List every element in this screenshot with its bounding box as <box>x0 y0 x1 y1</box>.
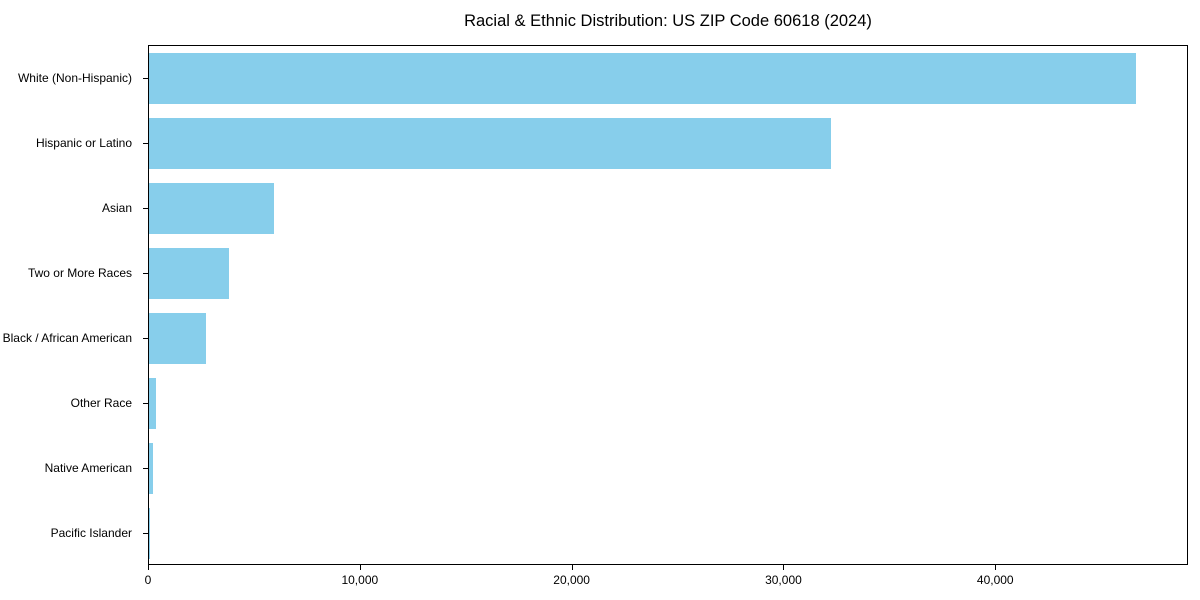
y-tick-label: Other Race <box>70 395 132 410</box>
bar <box>149 508 150 559</box>
x-tick-label: 0 <box>144 573 152 587</box>
y-tick-mark <box>143 207 148 209</box>
y-tick-mark <box>143 77 148 79</box>
y-tick-label: Two or More Races <box>27 265 132 280</box>
y-tick-label: Black / African American <box>2 330 132 345</box>
y-tick-mark <box>143 142 148 144</box>
y-tick-label: Asian <box>101 200 132 215</box>
bar <box>149 378 157 429</box>
x-tick-label: 20,000 <box>553 573 590 587</box>
plot-area <box>148 45 1188 565</box>
y-tick-label: White (Non-Hispanic) <box>17 70 132 85</box>
bar <box>149 183 274 234</box>
y-tick-mark <box>143 272 148 274</box>
bar <box>149 443 153 494</box>
x-tick-mark <box>995 565 997 570</box>
x-tick-label: 30,000 <box>765 573 802 587</box>
x-tick-mark <box>359 565 361 570</box>
bar <box>149 248 230 299</box>
x-tick-mark <box>783 565 785 570</box>
x-tick-label: 10,000 <box>341 573 379 587</box>
y-tick-mark <box>143 532 148 534</box>
y-tick-mark <box>143 337 148 339</box>
bar <box>149 118 832 169</box>
y-tick-mark <box>143 402 148 404</box>
y-tick-mark <box>143 467 148 469</box>
x-tick-label: 40,000 <box>976 573 1014 587</box>
y-axis-labels: White (Non-Hispanic) Hispanic or Latino As… <box>0 45 140 565</box>
bar <box>149 53 1137 104</box>
bar <box>149 313 207 364</box>
y-tick-label: Hispanic or Latino <box>35 135 132 150</box>
x-tick-mark <box>148 565 149 570</box>
y-tick-label: Native American <box>44 460 132 475</box>
y-tick-label: Pacific Islander <box>50 525 132 540</box>
chart-title: Racial & Ethnic Distribution: US ZIP Cod… <box>464 12 872 30</box>
x-tick-mark <box>571 565 573 570</box>
